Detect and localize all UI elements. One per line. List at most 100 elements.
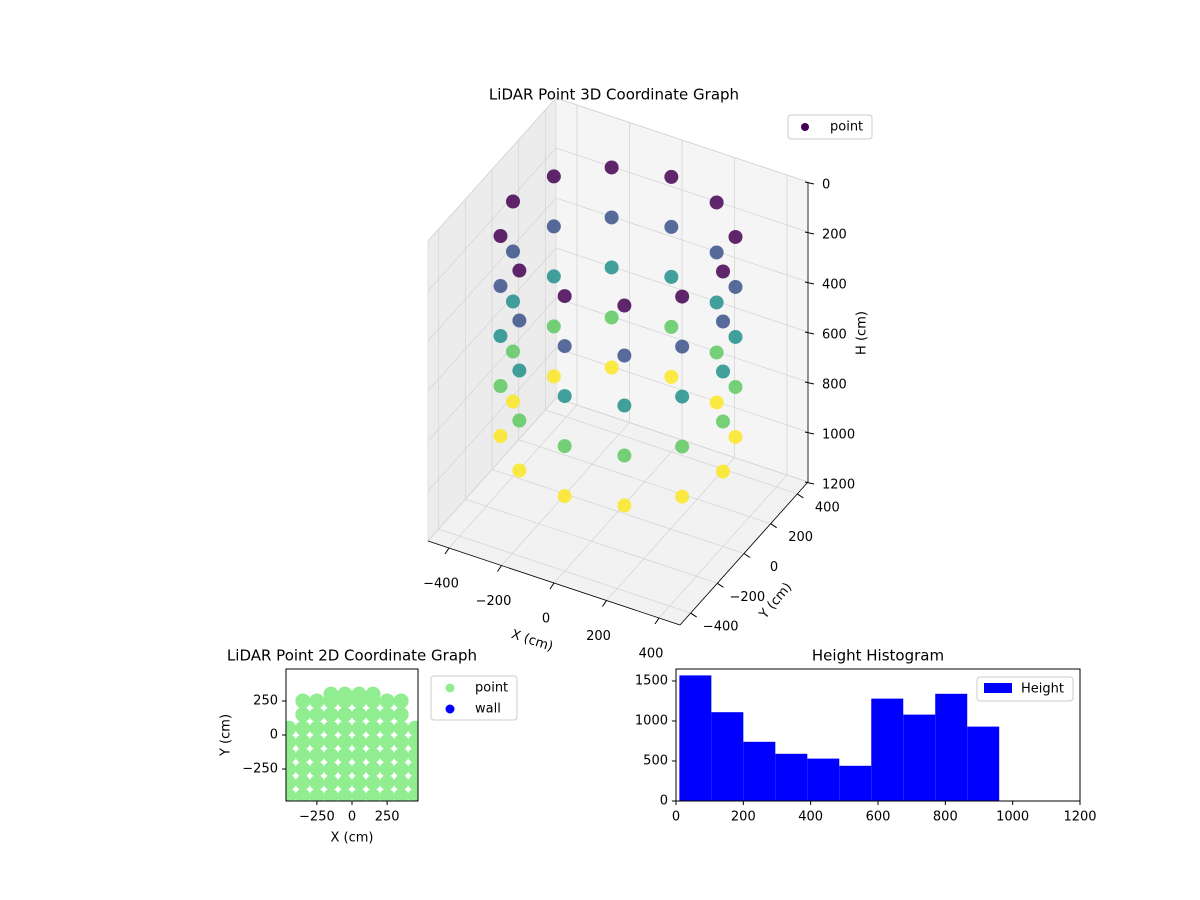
point xyxy=(337,686,353,702)
y-tick-label: 500 xyxy=(643,754,668,769)
point xyxy=(557,289,572,304)
x-axis-label: X (cm) xyxy=(509,627,555,655)
point xyxy=(337,707,353,723)
y-tick-label: −200 xyxy=(729,590,765,605)
point xyxy=(675,489,690,504)
x-tick-label: 400 xyxy=(639,647,664,662)
point xyxy=(604,260,619,275)
legend-marker xyxy=(445,683,455,693)
point xyxy=(379,761,395,777)
point xyxy=(295,720,311,736)
point xyxy=(716,314,730,329)
point xyxy=(506,344,520,359)
point xyxy=(365,761,381,777)
x-tick-label: −200 xyxy=(476,594,512,609)
chart-title: Height Histogram xyxy=(812,647,944,665)
x-tick-label: −400 xyxy=(423,577,459,592)
point xyxy=(393,707,409,723)
axis-line xyxy=(427,540,681,626)
point xyxy=(379,734,395,750)
x-tick xyxy=(654,617,660,625)
point xyxy=(664,319,679,334)
x-tick-label: 800 xyxy=(933,810,958,825)
point xyxy=(546,219,561,234)
legend-box xyxy=(430,675,518,721)
x-tick-label: 200 xyxy=(731,810,756,825)
point xyxy=(506,294,520,309)
point xyxy=(393,734,409,750)
z-tick xyxy=(804,281,815,285)
point xyxy=(728,379,743,394)
x-tick xyxy=(444,547,450,555)
point xyxy=(309,761,325,777)
point xyxy=(365,775,381,791)
point xyxy=(337,775,353,791)
z-tick-label: 200 xyxy=(822,228,847,243)
point xyxy=(557,489,572,504)
grid-line xyxy=(427,297,557,442)
point xyxy=(493,279,508,294)
point xyxy=(728,229,743,244)
point xyxy=(309,788,325,801)
grid-line xyxy=(427,397,557,542)
y-axis-label: Y (cm) xyxy=(219,714,234,757)
z-tick xyxy=(804,331,815,335)
point xyxy=(709,195,724,210)
point xyxy=(407,734,418,750)
z-tick-label: 0 xyxy=(822,178,830,193)
chart-title: LiDAR Point 2D Coordinate Graph xyxy=(227,647,477,665)
point xyxy=(716,264,730,279)
point xyxy=(407,761,418,777)
z-tick-label: 600 xyxy=(822,328,847,343)
point xyxy=(512,463,527,478)
point xyxy=(407,747,418,763)
legend-label: point xyxy=(475,681,508,696)
point xyxy=(506,244,520,259)
point xyxy=(709,295,724,310)
point xyxy=(557,389,572,404)
x-tick xyxy=(549,582,555,590)
y-tick xyxy=(797,493,804,499)
grid-line xyxy=(427,197,557,342)
point xyxy=(393,788,409,801)
y-tick-label: 1000 xyxy=(635,714,668,729)
point xyxy=(546,269,561,284)
x-tick xyxy=(497,565,502,572)
point xyxy=(337,761,353,777)
point xyxy=(295,707,311,723)
y-tick-label: 1500 xyxy=(635,674,668,689)
point xyxy=(675,339,690,354)
point xyxy=(309,734,325,750)
point xyxy=(295,788,311,801)
point xyxy=(295,693,311,709)
bar xyxy=(967,726,1000,801)
bar xyxy=(775,753,808,801)
z-axis-label: H (cm) xyxy=(855,311,870,355)
x-tick-label: 200 xyxy=(586,629,611,644)
point xyxy=(617,398,632,413)
y-tick xyxy=(770,523,777,529)
x-tick-label: 0 xyxy=(542,612,550,627)
point xyxy=(323,686,339,702)
point xyxy=(337,720,353,736)
point xyxy=(351,707,367,723)
x-tick-label: 0 xyxy=(348,810,356,825)
z-tick-label: 1000 xyxy=(822,428,855,443)
point xyxy=(512,313,527,328)
z-tick xyxy=(804,481,815,485)
point xyxy=(323,788,339,801)
point xyxy=(716,364,730,379)
point xyxy=(407,788,418,801)
grid-line xyxy=(555,147,809,233)
point xyxy=(337,788,353,801)
point xyxy=(365,788,381,801)
point xyxy=(286,734,297,750)
grid-line xyxy=(438,528,691,614)
point xyxy=(716,414,730,429)
point xyxy=(617,448,632,463)
point xyxy=(309,747,325,763)
point xyxy=(716,464,730,479)
z-tick-label: 800 xyxy=(822,378,847,393)
y-tick-label: 200 xyxy=(788,530,813,545)
